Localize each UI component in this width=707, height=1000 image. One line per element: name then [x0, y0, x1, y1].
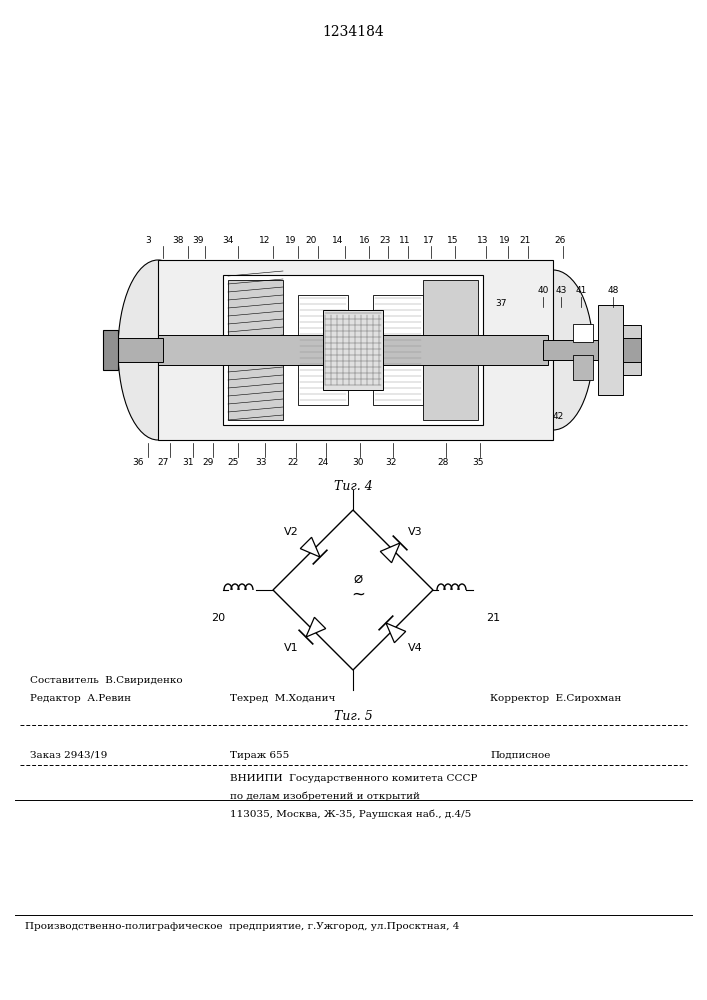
Text: Составитель  В.Свириденко: Составитель В.Свириденко — [30, 676, 182, 685]
Text: Производственно-полиграфическое  предприятие, г.Ужгород, ул.Просктная, 4: Производственно-полиграфическое предприя… — [25, 922, 460, 931]
Text: Τиг. 5: Τиг. 5 — [334, 710, 373, 723]
Text: V3: V3 — [408, 527, 422, 537]
Text: 27: 27 — [158, 458, 169, 467]
Text: 33: 33 — [255, 458, 267, 467]
Text: 26: 26 — [554, 236, 566, 245]
Text: V1: V1 — [284, 643, 298, 653]
Text: 21: 21 — [486, 613, 500, 623]
Text: 31: 31 — [182, 458, 194, 467]
Text: 34: 34 — [222, 236, 234, 245]
Text: ВНИИПИ  Государственного комитета СССР: ВНИИПИ Государственного комитета СССР — [230, 774, 477, 783]
Text: 16: 16 — [359, 236, 370, 245]
Text: 20: 20 — [305, 236, 317, 245]
Text: 19: 19 — [499, 236, 510, 245]
Ellipse shape — [513, 270, 593, 430]
Polygon shape — [306, 617, 326, 637]
Bar — [158, 260, 553, 440]
Text: 42: 42 — [552, 412, 563, 421]
Text: 30: 30 — [352, 458, 363, 467]
Text: 13: 13 — [477, 236, 489, 245]
Text: Заказ 2943/19: Заказ 2943/19 — [30, 751, 107, 760]
Text: 20: 20 — [211, 613, 225, 623]
Text: 17: 17 — [423, 236, 435, 245]
Text: 1234184: 1234184 — [322, 25, 384, 39]
Text: 37: 37 — [495, 299, 507, 308]
Bar — [373, 295, 423, 405]
Polygon shape — [386, 623, 406, 643]
Polygon shape — [380, 543, 400, 563]
Text: 29: 29 — [202, 458, 214, 467]
Text: 43: 43 — [555, 286, 567, 295]
Ellipse shape — [118, 260, 198, 440]
Text: 14: 14 — [332, 236, 344, 245]
Bar — [223, 275, 483, 425]
Text: 15: 15 — [448, 236, 459, 245]
Bar — [543, 340, 603, 360]
Bar — [573, 324, 593, 342]
Text: 28: 28 — [438, 458, 449, 467]
Text: Τиг. 4: Τиг. 4 — [334, 480, 373, 493]
Text: 38: 38 — [173, 236, 184, 245]
Text: 22: 22 — [287, 458, 298, 467]
Text: 12: 12 — [259, 236, 271, 245]
Text: 41: 41 — [575, 286, 587, 295]
Text: 21: 21 — [520, 236, 531, 245]
Text: ⌀: ⌀ — [354, 570, 363, 585]
Text: V2: V2 — [284, 527, 298, 537]
Bar — [113, 338, 163, 362]
Text: 3: 3 — [145, 236, 151, 245]
Text: 35: 35 — [472, 458, 484, 467]
Text: Техред  М.Ходанич: Техред М.Ходанич — [230, 694, 335, 703]
Text: Тираж 655: Тираж 655 — [230, 751, 289, 760]
Text: по делам изобретений и открытий: по делам изобретений и открытий — [230, 792, 420, 801]
Bar — [573, 355, 593, 380]
Text: V4: V4 — [408, 643, 422, 653]
Text: ~: ~ — [351, 586, 365, 604]
Text: 23: 23 — [380, 236, 391, 245]
Bar — [598, 305, 623, 395]
Bar — [158, 335, 548, 365]
Bar — [298, 295, 348, 405]
Text: 40: 40 — [537, 286, 549, 295]
Text: 32: 32 — [385, 458, 397, 467]
Text: Редактор  А.Ревин: Редактор А.Ревин — [30, 694, 131, 703]
Bar — [623, 338, 641, 362]
Text: 25: 25 — [228, 458, 239, 467]
Text: 48: 48 — [607, 286, 619, 295]
Bar — [323, 310, 383, 390]
Bar — [103, 330, 118, 370]
Text: 19: 19 — [285, 236, 297, 245]
Text: 36: 36 — [132, 458, 144, 467]
Bar — [611, 325, 641, 375]
Text: 24: 24 — [317, 458, 329, 467]
Text: Подписное: Подписное — [490, 751, 550, 760]
Bar — [423, 280, 478, 420]
Text: 113035, Москва, Ж-35, Раушская наб., д.4/5: 113035, Москва, Ж-35, Раушская наб., д.4… — [230, 810, 472, 819]
Text: Корректор  Е.Сирохман: Корректор Е.Сирохман — [490, 694, 621, 703]
Bar — [228, 280, 283, 420]
Text: 39: 39 — [192, 236, 204, 245]
Text: 11: 11 — [399, 236, 411, 245]
Polygon shape — [300, 537, 320, 557]
